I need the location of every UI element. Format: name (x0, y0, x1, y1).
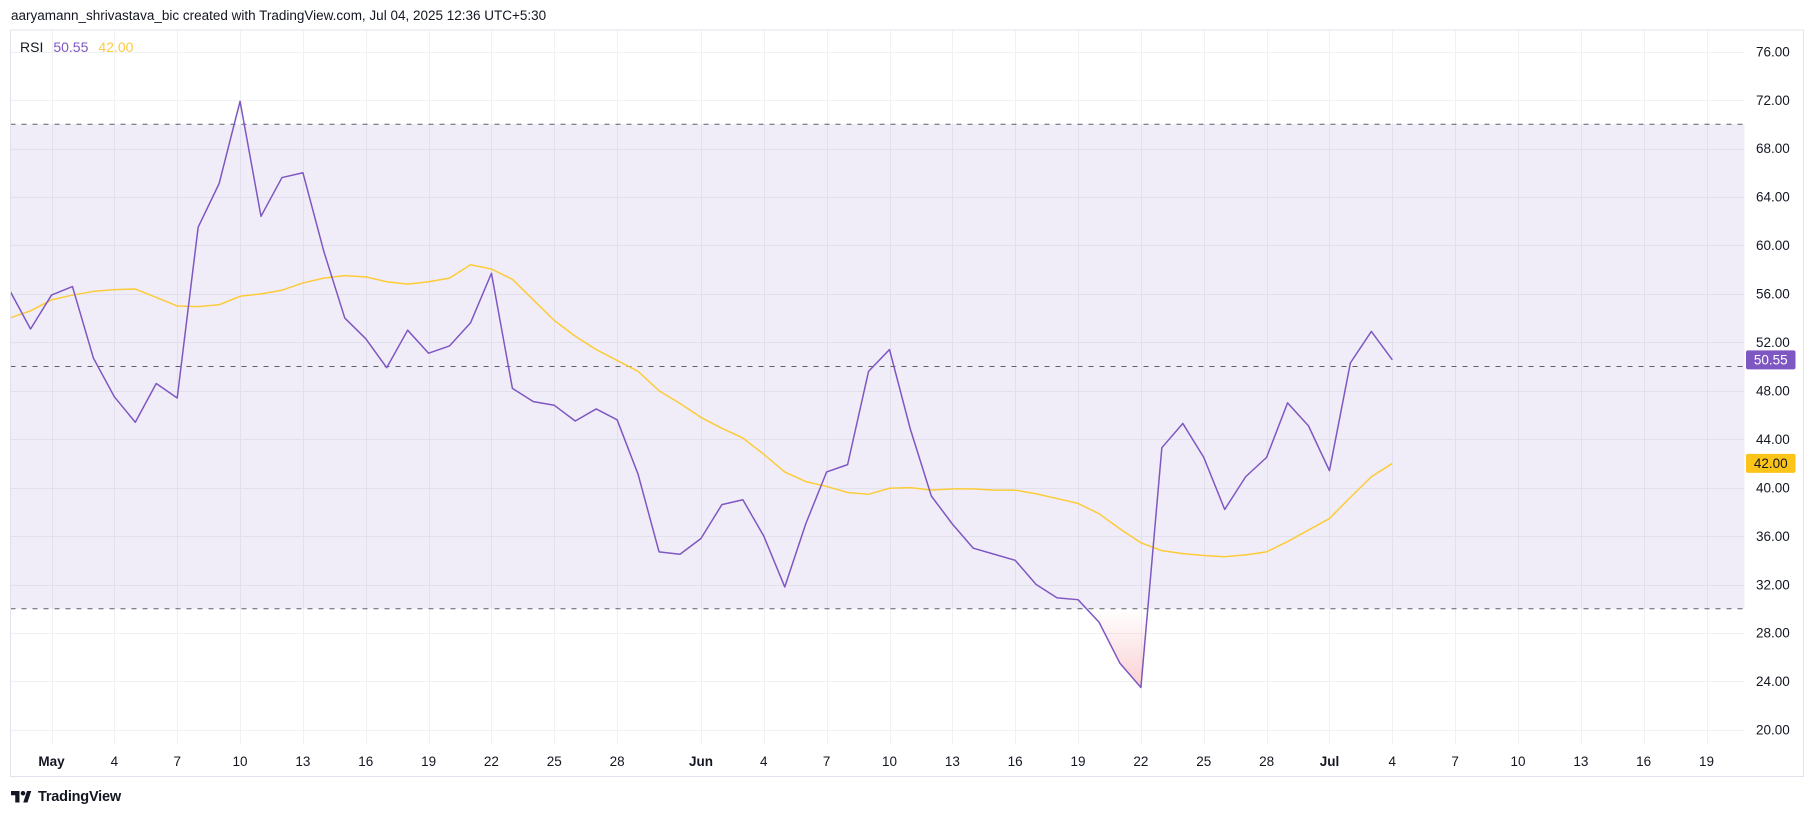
time-tick-label: 16 (1008, 754, 1023, 769)
time-tick-label: 7 (173, 754, 181, 769)
time-tick-label: May (38, 754, 65, 769)
time-tick-label: 7 (823, 754, 831, 769)
price-tick-label: 20.00 (1756, 723, 1790, 738)
price-tick-label: 48.00 (1756, 383, 1790, 398)
price-tick-label: 52.00 (1756, 335, 1790, 350)
ma-last-value-badge (1746, 453, 1796, 473)
time-tick-label: 22 (1133, 754, 1148, 769)
price-tick-label: 64.00 (1756, 190, 1790, 205)
price-tick-label: 24.00 (1756, 674, 1790, 689)
time-tick-label: Jul (1320, 754, 1340, 769)
time-tick-label: 19 (421, 754, 436, 769)
rsi-line (10, 100, 1393, 689)
time-tick-label: 4 (760, 754, 768, 769)
indicator-legend: RSI 50.55 42.00 (20, 39, 133, 55)
chart-border (10, 29, 1804, 777)
indicator-title: RSI (20, 39, 44, 55)
price-tick-label: 76.00 (1756, 44, 1790, 59)
time-tick-label: 7 (1451, 754, 1459, 769)
time-tick-label: 13 (295, 754, 310, 769)
time-tick-label: 10 (882, 754, 897, 769)
price-tick-label: 36.00 (1756, 529, 1790, 544)
tradingview-logo-icon[interactable] (11, 791, 34, 803)
rsi-band (10, 124, 1745, 609)
ma-line (10, 264, 1393, 558)
time-tick-label: 25 (547, 754, 562, 769)
rsi-last-value-badge (1746, 350, 1796, 370)
gridlines (10, 30, 1745, 745)
tradingview-logo-text[interactable]: TradingView (38, 789, 121, 805)
price-tick-label: 32.00 (1756, 577, 1790, 592)
time-tick-label: 13 (1573, 754, 1588, 769)
time-axis[interactable]: May 4 7 10 13 16 19 22 25 28 Jun 4 7 10 13 16 19 22 25 28 Ju… (38, 754, 1714, 769)
time-tick-label: 4 (1389, 754, 1397, 769)
price-tick-label: 44.00 (1756, 432, 1790, 447)
price-tick-label: 56.00 (1756, 287, 1790, 302)
time-tick-label: 10 (1510, 754, 1525, 769)
ma-last-value-badge-text: 42.00 (1754, 456, 1788, 471)
time-tick-label: 19 (1071, 754, 1086, 769)
price-tick-label: 72.00 (1756, 93, 1790, 108)
time-tick-label: 13 (945, 754, 960, 769)
price-axis[interactable]: 76.00 72.00 68.00 64.00 60.00 56.00 52.00 48.00… (1756, 44, 1790, 737)
price-tick-label: 60.00 (1756, 238, 1790, 253)
time-tick-label: 16 (358, 754, 373, 769)
overbought-fill (234, 101, 245, 125)
oversold-fill (1086, 608, 1148, 688)
rsi-current-value: 50.55 (53, 39, 89, 55)
rsi-last-value-badge-text: 50.55 (1754, 353, 1788, 368)
ma-current-value: 42.00 (98, 39, 134, 55)
logo-footer: TradingView (11, 789, 121, 805)
price-tick-label: 68.00 (1756, 141, 1790, 156)
time-tick-label: 25 (1196, 754, 1211, 769)
price-tick-label: 28.00 (1756, 626, 1790, 641)
time-tick-label: 16 (1636, 754, 1651, 769)
time-tick-label: 4 (111, 754, 119, 769)
time-tick-label: 19 (1699, 754, 1714, 769)
time-tick-label: 28 (610, 754, 625, 769)
time-tick-label: 28 (1259, 754, 1274, 769)
time-tick-label: Jun (689, 754, 713, 769)
time-tick-label: 10 (233, 754, 248, 769)
time-tick-label: 22 (484, 754, 499, 769)
attribution-text: aaryamann_shrivastava_bic created with T… (11, 8, 547, 23)
price-tick-label: 40.00 (1756, 480, 1790, 495)
